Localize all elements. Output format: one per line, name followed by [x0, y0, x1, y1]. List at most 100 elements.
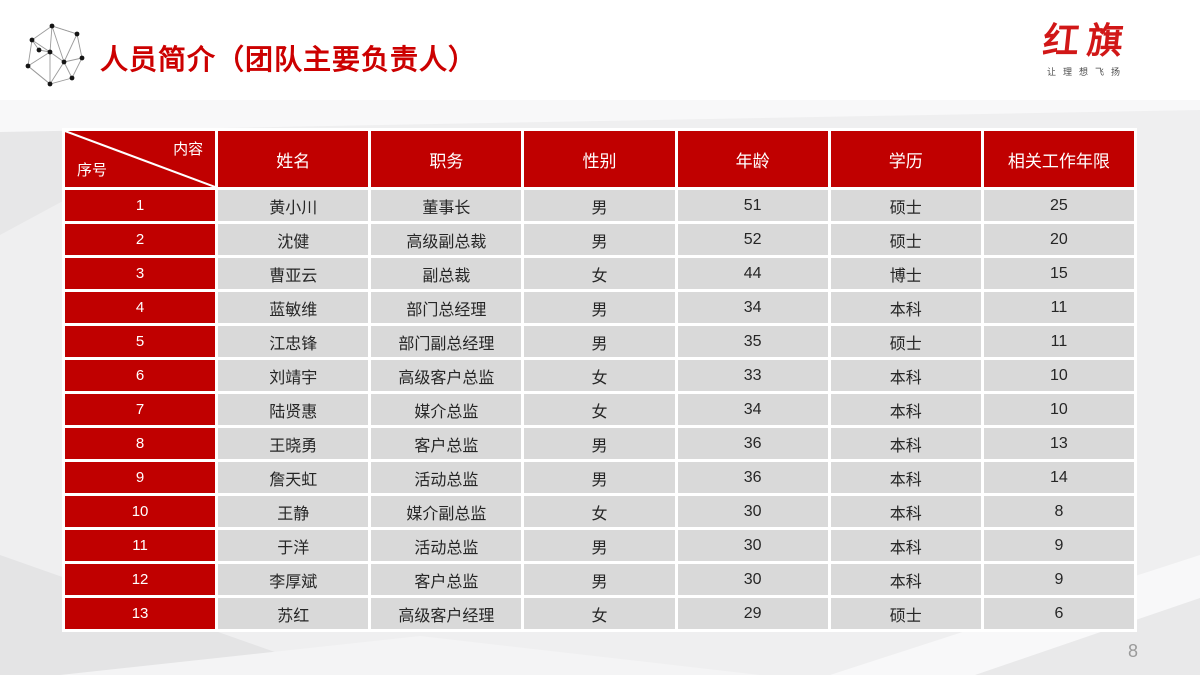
row-name-cell: 曹亚云: [218, 258, 369, 289]
table-row: 7 陆贤惠 媒介总监女 34 本科 10: [65, 394, 1134, 425]
row-education-cell: 本科: [830, 564, 981, 595]
row-education-cell: 本科: [830, 496, 981, 527]
row-years-cell: 11: [983, 292, 1134, 323]
row-age-cell: 36: [677, 428, 828, 459]
row-education-cell: 本科: [830, 462, 981, 493]
brand-logo: 红旗 让理想飞扬: [1022, 20, 1152, 78]
row-age-cell: 34: [677, 394, 828, 425]
row-age-cell: 30: [677, 496, 828, 527]
row-gender-cell: 男: [524, 292, 675, 323]
header-cell-gender: 性别: [524, 131, 675, 187]
row-years-cell: 8: [983, 496, 1134, 527]
corner-label-content: 内容: [173, 141, 204, 158]
row-position-cell: 媒介总监: [371, 394, 522, 425]
row-number-cell: 5: [65, 326, 216, 357]
header-cell-age: 年龄: [677, 131, 828, 187]
row-years-cell: 14: [983, 462, 1134, 493]
table-row: 9 詹天虹 活动总监男 36 本科 14: [65, 462, 1134, 493]
brand-name-text: 红旗: [1040, 20, 1134, 62]
row-gender-cell: 女: [524, 496, 675, 527]
row-education-cell: 本科: [830, 292, 981, 323]
row-position-cell: 客户总监: [371, 564, 522, 595]
row-age-cell: 44: [677, 258, 828, 289]
table-row: 2 沈健 高级副总裁男 52 硕士 20: [65, 224, 1134, 255]
header-cell-years: 相关工作年限: [983, 131, 1134, 187]
top-header-band: [0, 0, 1200, 100]
row-position-cell: 高级客户经理: [371, 598, 522, 629]
row-years-cell: 10: [983, 394, 1134, 425]
row-years-cell: 15: [983, 258, 1134, 289]
row-number-cell: 7: [65, 394, 216, 425]
personnel-table: 内容 序号 姓名 职务 性别 年龄 学历 相关工作年限 1 黄小川 董事长男 51 硕士…: [62, 128, 1137, 632]
row-number-cell: 4: [65, 292, 216, 323]
row-number-cell: 6: [65, 360, 216, 391]
row-education-cell: 本科: [830, 428, 981, 459]
row-education-cell: 硕士: [830, 224, 981, 255]
row-position-cell: 客户总监: [371, 428, 522, 459]
slide-title: 人员简介（团队主要负责人）: [100, 44, 478, 75]
table-header: 内容 序号 姓名 职务 性别 年龄 学历 相关工作年限: [65, 131, 1134, 187]
row-gender-cell: 男: [524, 224, 675, 255]
row-education-cell: 硕士: [830, 190, 981, 221]
row-name-cell: 李厚斌: [218, 564, 369, 595]
row-name-cell: 王静: [218, 496, 369, 527]
row-years-cell: 11: [983, 326, 1134, 357]
row-age-cell: 51: [677, 190, 828, 221]
row-age-cell: 52: [677, 224, 828, 255]
table-row: 13 苏红 高级客户经理女 29 硕士 6: [65, 598, 1134, 629]
row-years-cell: 10: [983, 360, 1134, 391]
row-gender-cell: 女: [524, 258, 675, 289]
row-education-cell: 本科: [830, 360, 981, 391]
row-gender-cell: 男: [524, 564, 675, 595]
table-row: 4 蓝敏维 部门总经理男 34 本科 11: [65, 292, 1134, 323]
row-years-cell: 9: [983, 564, 1134, 595]
table-row: 6 刘靖宇 高级客户总监女 33 本科 10: [65, 360, 1134, 391]
table-row: 10 王静 媒介副总监女 30 本科 8: [65, 496, 1134, 527]
corner-diagonal-line: [65, 131, 215, 187]
table-row: 3 曹亚云 副总裁女 44 博士 15: [65, 258, 1134, 289]
row-number-cell: 10: [65, 496, 216, 527]
row-age-cell: 30: [677, 564, 828, 595]
row-name-cell: 刘靖宇: [218, 360, 369, 391]
row-name-cell: 苏红: [218, 598, 369, 629]
table-row: 12 李厚斌 客户总监男 30 本科 9: [65, 564, 1134, 595]
row-number-cell: 9: [65, 462, 216, 493]
row-number-cell: 3: [65, 258, 216, 289]
brand-tagline: 让理想飞扬: [1046, 66, 1127, 77]
row-education-cell: 本科: [830, 530, 981, 561]
row-name-cell: 陆贤惠: [218, 394, 369, 425]
row-gender-cell: 女: [524, 394, 675, 425]
row-position-cell: 高级副总裁: [371, 224, 522, 255]
corner-label-serial: 序号: [77, 162, 108, 179]
row-number-cell: 12: [65, 564, 216, 595]
row-education-cell: 本科: [830, 394, 981, 425]
row-position-cell: 副总裁: [371, 258, 522, 289]
row-number-cell: 8: [65, 428, 216, 459]
row-gender-cell: 男: [524, 530, 675, 561]
row-number-cell: 2: [65, 224, 216, 255]
row-age-cell: 30: [677, 530, 828, 561]
corner-header-cell: 内容 序号: [65, 131, 216, 187]
row-position-cell: 部门副总经理: [371, 326, 522, 357]
row-education-cell: 硕士: [830, 326, 981, 357]
row-education-cell: 硕士: [830, 598, 981, 629]
row-position-cell: 媒介副总监: [371, 496, 522, 527]
row-position-cell: 董事长: [371, 190, 522, 221]
row-number-cell: 11: [65, 530, 216, 561]
row-name-cell: 黄小川: [218, 190, 369, 221]
row-position-cell: 部门总经理: [371, 292, 522, 323]
row-number-cell: 13: [65, 598, 216, 629]
network-polygon-icon: [25, 23, 85, 87]
row-age-cell: 35: [677, 326, 828, 357]
table-row: 1 黄小川 董事长男 51 硕士 25: [65, 190, 1134, 221]
row-years-cell: 20: [983, 224, 1134, 255]
row-gender-cell: 男: [524, 462, 675, 493]
row-position-cell: 活动总监: [371, 530, 522, 561]
row-gender-cell: 女: [524, 598, 675, 629]
row-age-cell: 29: [677, 598, 828, 629]
row-age-cell: 33: [677, 360, 828, 391]
personnel-table-wrapper: 内容 序号 姓名 职务 性别 年龄 学历 相关工作年限 1 黄小川 董事长男 51 硕士…: [62, 128, 1137, 632]
header-cell-position: 职务: [371, 131, 522, 187]
row-number-cell: 1: [65, 190, 216, 221]
